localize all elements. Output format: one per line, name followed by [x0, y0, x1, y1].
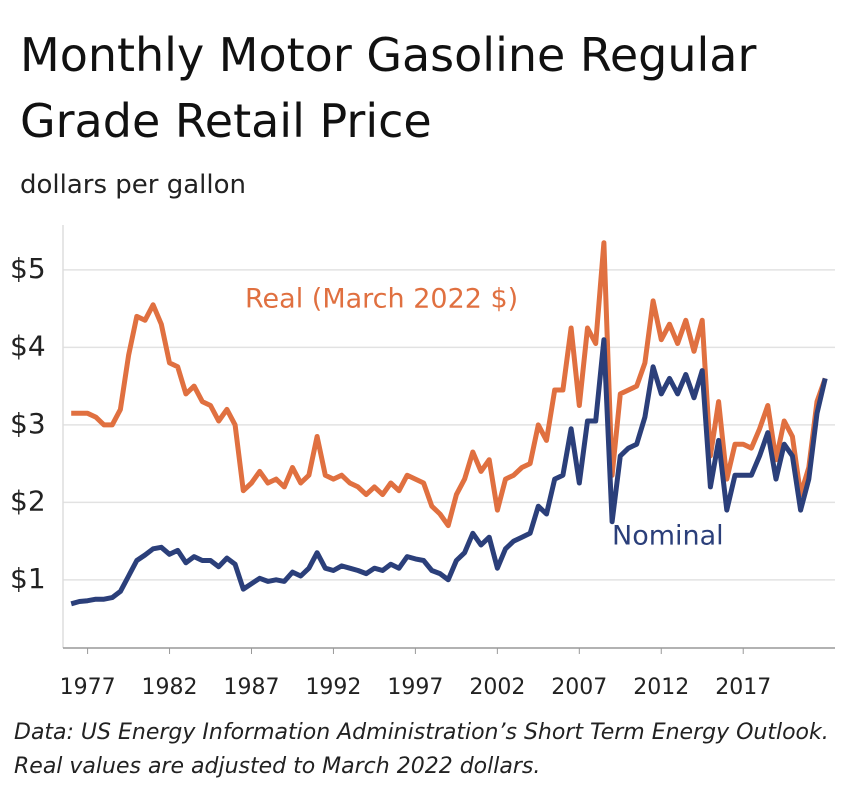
- chart-subtitle: dollars per gallon: [20, 170, 247, 200]
- chart-title: Monthly Motor Gasoline Regular Grade Ret…: [20, 28, 757, 148]
- x-tick-label: 1992: [305, 675, 361, 700]
- y-tick-label: $1: [10, 562, 46, 595]
- series-line: [71, 240, 828, 529]
- series-label: Nominal: [612, 521, 724, 552]
- x-tick-label: 2002: [469, 675, 525, 700]
- y-tick-label: $4: [10, 329, 46, 362]
- x-tick-label: 2007: [551, 675, 607, 700]
- y-tick-label: $3: [10, 407, 46, 440]
- series-line: [70, 337, 828, 607]
- x-tick-label: 2012: [633, 675, 689, 700]
- source-note: Data: US Energy Information Administrati…: [14, 720, 829, 779]
- x-tick-label: 1977: [60, 675, 116, 700]
- x-tick-label: 1982: [142, 675, 198, 700]
- x-tick-label: 2017: [715, 675, 771, 700]
- x-tick-label: 1987: [223, 675, 279, 700]
- series-label: Real (March 2022 $): [245, 284, 518, 315]
- y-tick-label: $2: [10, 484, 46, 517]
- y-tick-label: $5: [10, 252, 46, 285]
- x-tick-label: 1997: [387, 675, 443, 700]
